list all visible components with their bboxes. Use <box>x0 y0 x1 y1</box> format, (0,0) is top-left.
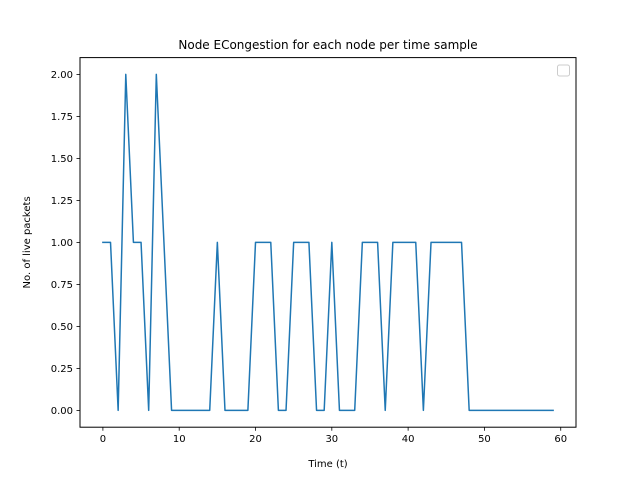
y-tick-label: 0.00 <box>51 406 73 417</box>
y-tick-label: 2.00 <box>51 70 73 81</box>
chart-title: Node ECongestion for each node per time … <box>178 38 477 52</box>
x-tick-label: 50 <box>478 434 491 445</box>
y-tick-label: 0.75 <box>51 280 73 291</box>
x-tick-label: 40 <box>402 434 415 445</box>
x-tick-label: 0 <box>100 434 106 445</box>
plot-frame <box>79 57 577 428</box>
y-tick-label: 0.25 <box>51 364 73 375</box>
x-tick-label: 60 <box>554 434 567 445</box>
x-tick-label: 30 <box>325 434 338 445</box>
plot-area <box>102 73 554 412</box>
y-tick-label: 1.00 <box>51 238 73 249</box>
legend-box <box>557 64 570 77</box>
y-axis: 0.00 0.25 0.50 0.75 1.00 1.25 1.50 1.75 2.00 <box>51 70 80 417</box>
y-tick-label: 0.50 <box>51 322 73 333</box>
y-tick-label: 1.50 <box>51 154 73 165</box>
x-tick-label: 20 <box>249 434 262 445</box>
y-tick-label: 1.75 <box>51 112 73 123</box>
x-axis: 0 10 20 30 40 50 60 <box>100 427 567 445</box>
x-axis-label: Time (t) <box>307 459 347 470</box>
y-axis-label: No. of live packets <box>22 196 33 288</box>
x-tick-label: 10 <box>173 434 186 445</box>
series-line <box>102 73 554 412</box>
y-tick-label: 1.25 <box>51 196 73 207</box>
